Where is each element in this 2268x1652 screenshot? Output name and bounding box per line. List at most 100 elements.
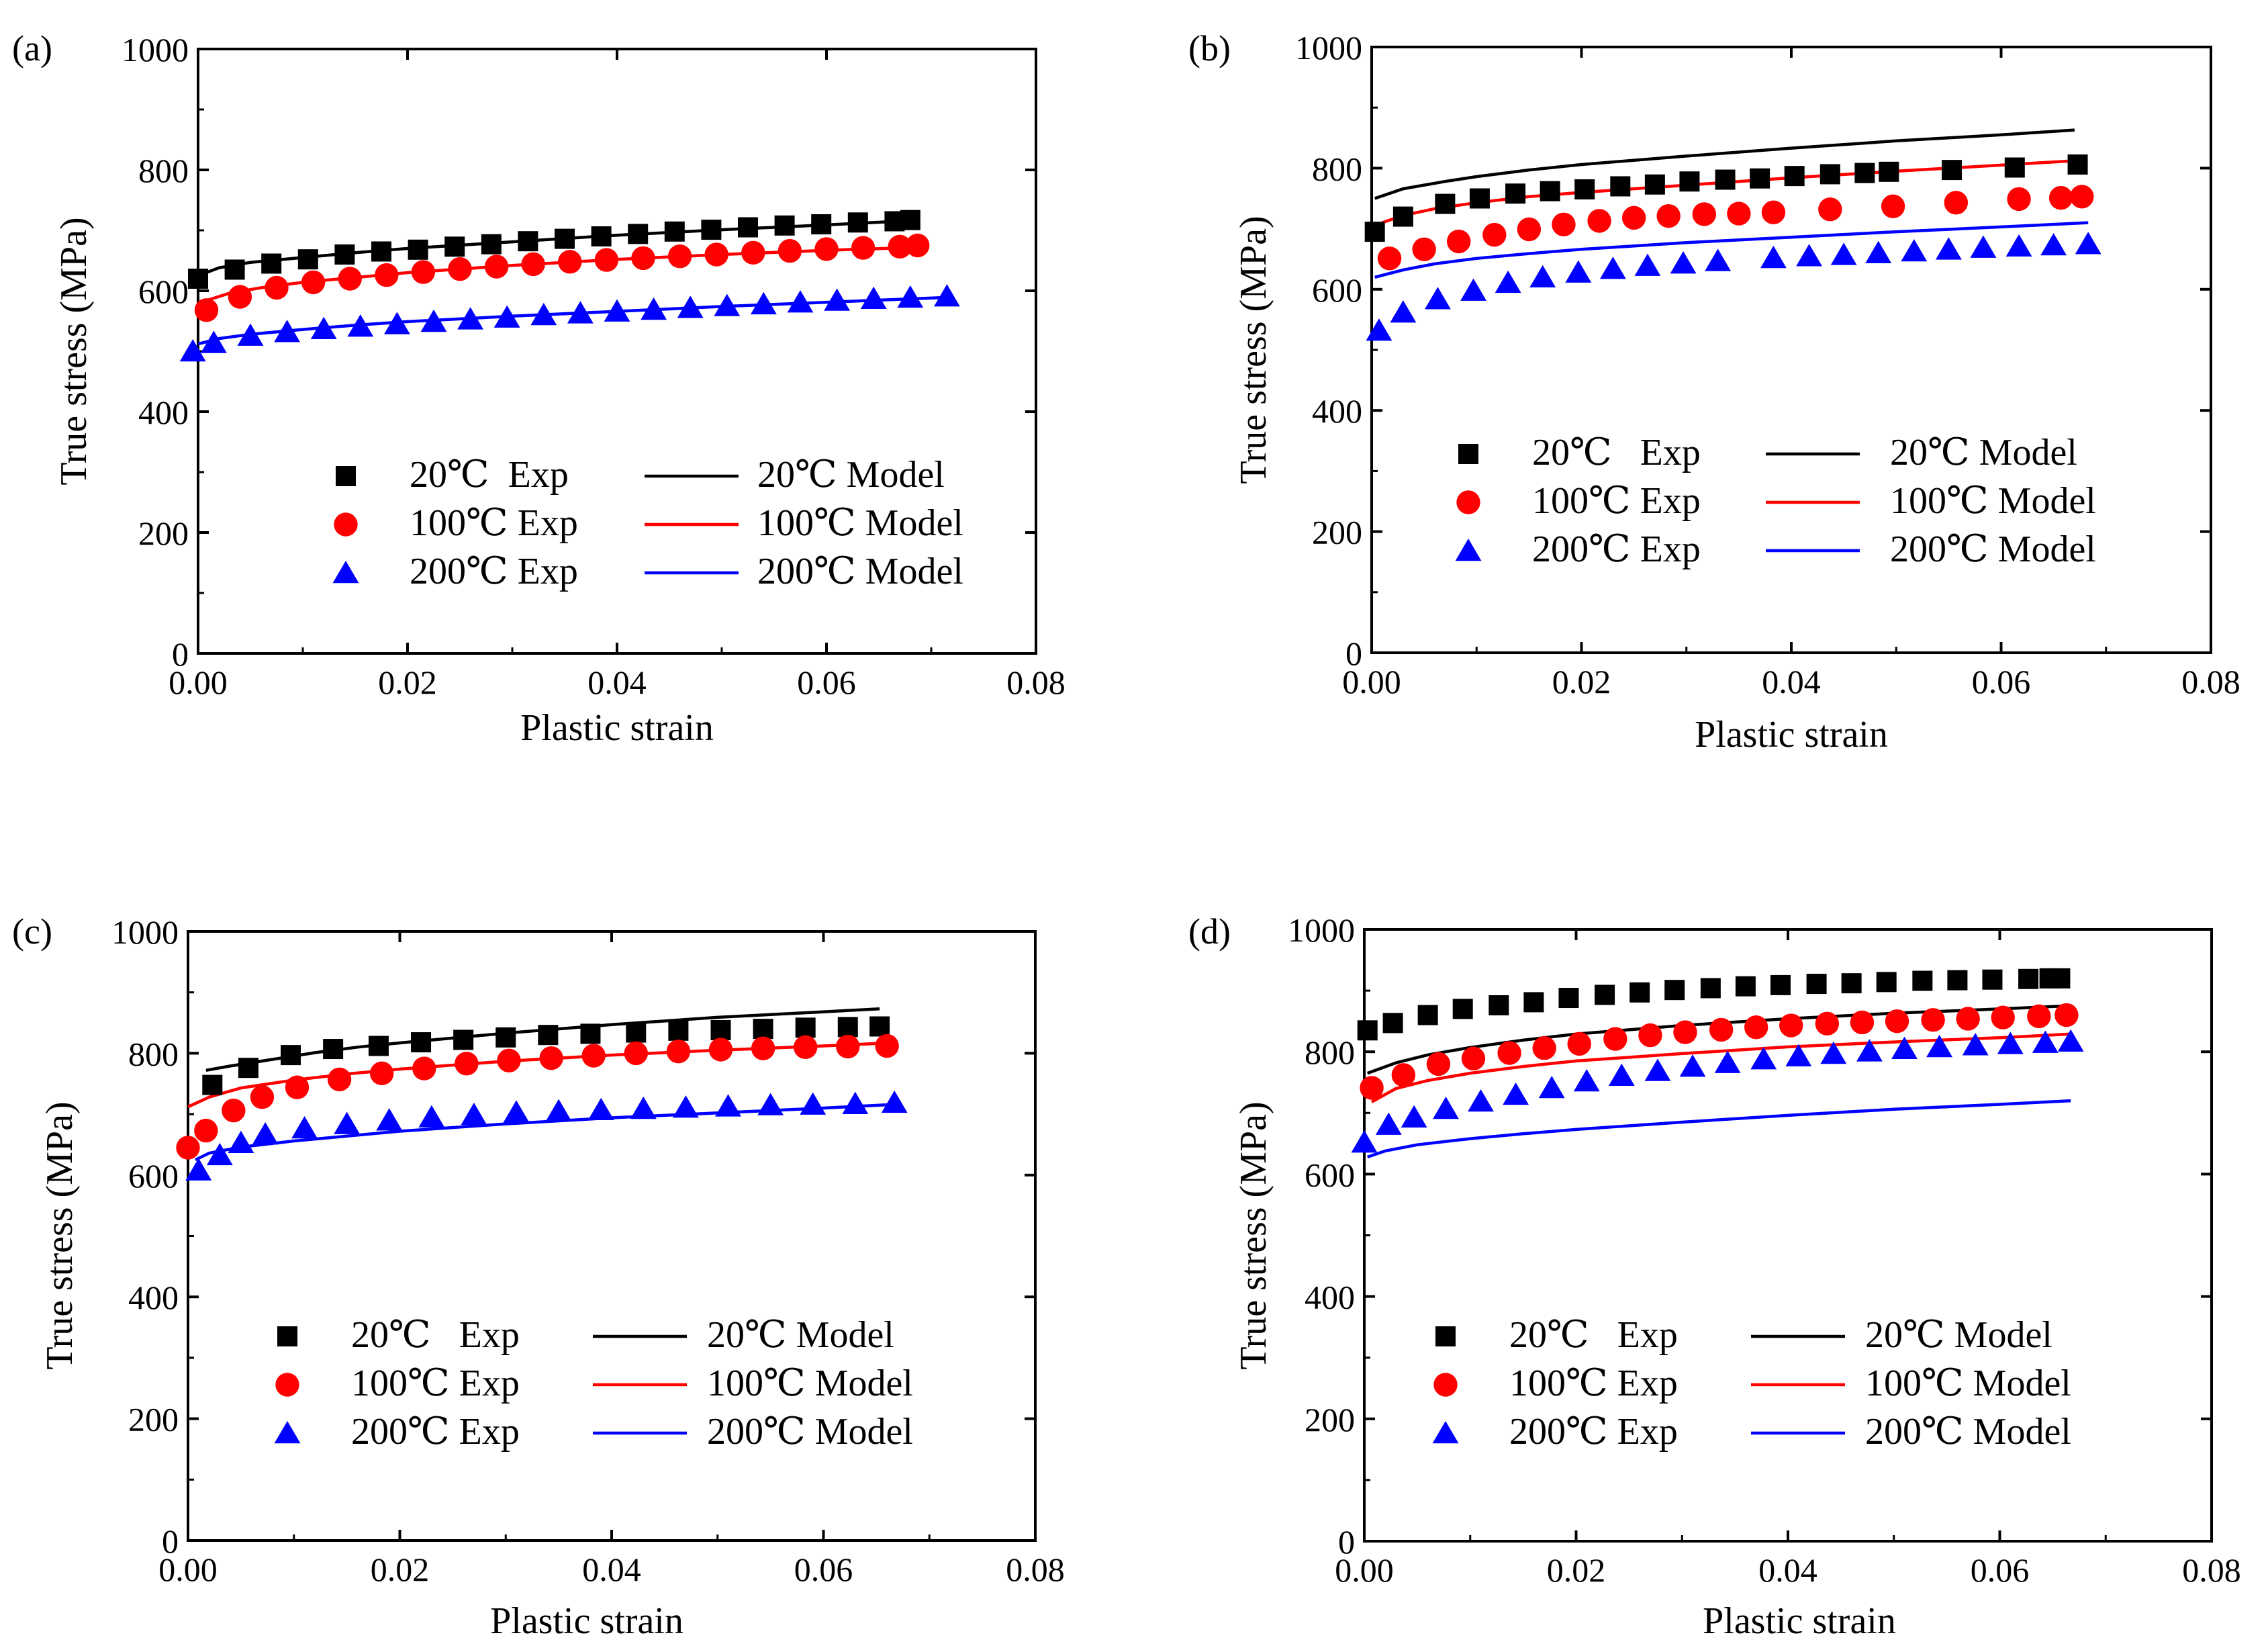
series-group (179, 210, 960, 362)
data-point (481, 234, 502, 255)
data-point (2057, 1029, 2084, 1052)
data-point (503, 1100, 530, 1123)
data-point (1435, 193, 1456, 214)
data-point (538, 1025, 559, 1046)
data-point (1670, 251, 1697, 274)
data-point (412, 1056, 436, 1081)
data-point (581, 1044, 606, 1068)
y-tick-label: 800 (128, 1035, 179, 1072)
data-point (1850, 1010, 1875, 1035)
y-axis-label: True stress (MPa) (39, 1101, 81, 1369)
panel-label: (d) (1188, 911, 1231, 952)
data-point (1879, 161, 1899, 182)
legend-label: 200℃ Exp (1532, 529, 1701, 570)
data-point (297, 249, 318, 270)
legend-marker (1433, 1373, 1458, 1397)
data-point (411, 1032, 432, 1053)
y-axis-label: True stress (MPa) (53, 217, 95, 485)
legend-label: 20℃ Exp (351, 1314, 520, 1356)
data-point (250, 1085, 275, 1109)
data-point (1935, 237, 1962, 260)
legend-marker (275, 1373, 299, 1397)
data-point (375, 263, 399, 287)
series-group (1351, 968, 2084, 1159)
data-point (224, 259, 245, 280)
tick-group: 0.00 0.02 0.04 0.06 0.08 0 200 400 600 800 1000 (1288, 911, 2241, 1589)
data-point (757, 1093, 784, 1115)
y-axis-label: True stress (MPa) (1233, 216, 1274, 484)
data-point (847, 212, 868, 233)
data-point (1709, 1017, 1734, 1042)
data-point (875, 1034, 899, 1058)
x-tick-label: 0.06 (797, 663, 856, 701)
data-point (334, 1111, 361, 1134)
data-point (1460, 278, 1487, 301)
data-point (408, 239, 428, 260)
data-point (1610, 176, 1631, 197)
legend-label: 200℃ Exp (410, 551, 578, 592)
model-line (1374, 221, 2089, 279)
data-point (837, 1017, 858, 1038)
legend-marker (1435, 1326, 1456, 1346)
data-point (555, 228, 575, 249)
y-tick-label: 600 (138, 273, 189, 310)
data-point (194, 298, 219, 322)
data-point (1796, 244, 1823, 267)
data-point (793, 1035, 818, 1060)
data-point (194, 1118, 218, 1143)
data-point (1962, 1033, 1989, 1056)
data-point (1392, 206, 1413, 227)
data-point (252, 1122, 279, 1145)
y-tick-label: 200 (1305, 1401, 1355, 1438)
data-point (1461, 1046, 1486, 1070)
panel-label: (b) (1188, 28, 1231, 68)
data-point (1947, 970, 1968, 991)
data-point (291, 1115, 318, 1139)
legend-marker (1432, 1421, 1459, 1444)
data-point (1705, 248, 1732, 271)
data-point (1482, 222, 1507, 247)
data-point (888, 234, 912, 259)
data-point (1412, 237, 1436, 261)
data-point (1926, 1034, 1953, 1058)
data-point (715, 1094, 741, 1117)
data-point (1644, 1058, 1671, 1081)
panel-b: (b) 0.00 0.02 0.04 0.06 0.08 0 200 400 600 800 100… (1188, 28, 2240, 755)
x-tick-label: 0.04 (582, 1551, 641, 1588)
data-point (1644, 174, 1665, 195)
data-point (1806, 974, 1827, 995)
legend-label: 20℃ Model (1865, 1314, 2052, 1356)
x-tick-label: 0.08 (1006, 1551, 1065, 1588)
data-point (1357, 1020, 1378, 1041)
data-point (1608, 1063, 1635, 1087)
data-point (714, 293, 741, 316)
model-line (1374, 128, 2075, 200)
data-point (497, 1048, 521, 1072)
legend-label: 20℃ Exp (1532, 432, 1701, 473)
data-point (2032, 1030, 2059, 1053)
y-tick-label: 600 (1305, 1156, 1355, 1193)
x-axis-label: Plastic strain (520, 707, 714, 749)
data-point (1679, 171, 1700, 192)
data-point (1856, 1039, 1883, 1062)
legend: 20℃ Exp 100℃ Exp 200℃ Exp 20℃ Model 100℃ Mod… (1432, 1314, 2071, 1453)
y-tick-label: 1000 (111, 913, 179, 951)
data-point (493, 305, 520, 328)
data-point (420, 309, 447, 332)
data-point (604, 299, 630, 322)
data-point (1785, 1044, 1812, 1066)
y-tick-label: 200 (128, 1401, 179, 1438)
data-point (672, 1095, 699, 1118)
y-axis-label: True stress (MPa) (1233, 1101, 1274, 1369)
x-tick-label: 0.02 (1547, 1551, 1606, 1589)
data-point (1779, 1013, 1803, 1038)
data-point (530, 303, 557, 326)
data-point (1876, 972, 1897, 993)
data-point (327, 1067, 352, 1092)
data-point (1912, 970, 1933, 991)
data-point (1469, 188, 1490, 209)
data-point (2004, 157, 2025, 178)
data-point (1495, 270, 1521, 293)
data-point (176, 1136, 200, 1160)
legend: 20℃ Exp 100℃ Exp 200℃ Exp 20℃ Model 100℃ Mod… (332, 454, 963, 592)
